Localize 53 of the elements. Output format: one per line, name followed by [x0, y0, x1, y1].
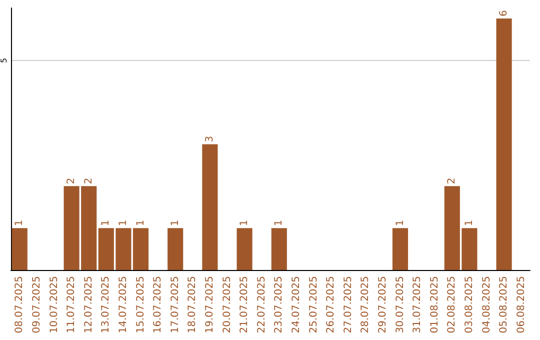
bar [392, 228, 408, 270]
data-label: 1 [394, 220, 406, 226]
x-tick-label: 20.07.2025 [222, 276, 233, 334]
bar [271, 228, 287, 270]
bar [202, 144, 218, 270]
x-tick-label: 26.07.2025 [326, 276, 337, 334]
data-label: 1 [135, 220, 146, 226]
x-tick-label: 13.07.2025 [100, 276, 112, 334]
data-label: 1 [464, 220, 475, 226]
x-tick-label: 23.07.2025 [274, 276, 285, 334]
x-tick-label: 16.07.2025 [152, 276, 164, 334]
x-tick-label: 01.08.2025 [429, 276, 440, 334]
data-label: 3 [204, 136, 216, 142]
bar [168, 228, 184, 270]
data-label: 1 [274, 220, 285, 226]
x-tick-label: 06.08.2025 [516, 276, 527, 334]
bar [132, 228, 149, 270]
x-tick-label: 09.07.2025 [31, 276, 42, 334]
data-label: 2 [83, 178, 94, 184]
x-tick-label: 15.07.2025 [135, 276, 146, 334]
data-label: 1 [239, 220, 250, 226]
bar [236, 228, 252, 270]
x-tick-label: 29.07.2025 [377, 276, 388, 334]
x-tick-label: 19.07.2025 [204, 276, 216, 334]
x-tick-label: 10.07.2025 [48, 276, 60, 334]
x-tick-label: 03.08.2025 [464, 276, 475, 334]
x-tick-label: 12.07.2025 [83, 276, 94, 334]
data-label: 2 [66, 178, 78, 184]
x-tick-label: 31.07.2025 [412, 276, 424, 334]
x-tick-label: 08.07.2025 [14, 276, 26, 334]
x-tick-label: 30.07.2025 [394, 276, 406, 334]
data-label: 1 [100, 220, 112, 226]
x-tick-label: 18.07.2025 [187, 276, 198, 334]
x-tick-label: 17.07.2025 [170, 276, 181, 334]
data-label: 1 [118, 220, 129, 226]
bar [12, 228, 28, 270]
x-tick-label: 27.07.2025 [342, 276, 354, 334]
data-label: 1 [170, 220, 181, 226]
x-tick-label: 22.07.2025 [256, 276, 268, 334]
y-tick-label: 5 [0, 58, 8, 63]
bar [496, 18, 512, 270]
x-tick-label: 11.07.2025 [66, 276, 78, 334]
data-label: 2 [446, 178, 458, 184]
x-tick-label: 28.07.2025 [360, 276, 372, 334]
x-tick-label: 21.07.2025 [239, 276, 250, 334]
data-label: 1 [14, 220, 26, 226]
x-tick-label: 05.08.2025 [498, 276, 510, 334]
x-tick-label: 24.07.2025 [290, 276, 302, 334]
data-label: 6 [498, 10, 510, 16]
x-tick-label: 02.08.2025 [446, 276, 458, 334]
x-tick-label: 25.07.2025 [308, 276, 320, 334]
x-tick-label: 14.07.2025 [118, 276, 129, 334]
x-tick-label: 04.08.2025 [481, 276, 492, 334]
